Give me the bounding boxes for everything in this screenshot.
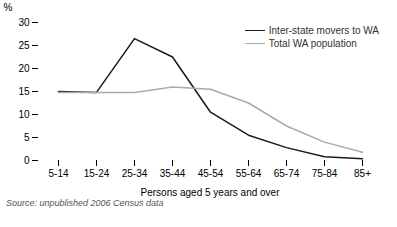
svg-text:25: 25 — [18, 40, 30, 51]
svg-text:15-24: 15-24 — [84, 168, 110, 179]
svg-text:25-34: 25-34 — [122, 168, 148, 179]
svg-text:75-84: 75-84 — [312, 168, 338, 179]
svg-text:55-64: 55-64 — [236, 168, 262, 179]
svg-text:0: 0 — [24, 155, 30, 166]
svg-text:85+: 85+ — [354, 168, 371, 179]
svg-text:15: 15 — [18, 86, 30, 97]
svg-text:%: % — [4, 2, 13, 13]
svg-text:20: 20 — [18, 63, 30, 74]
svg-text:10: 10 — [18, 109, 30, 120]
html-text:Source: unpublished 2006 Censu: Source: unpublished 2006 Census data — [6, 198, 164, 208]
svg-text:65-74: 65-74 — [274, 168, 300, 179]
svg-text:30: 30 — [18, 17, 30, 28]
html-text:Total WA population: Total WA population — [268, 38, 357, 49]
svg-text:Persons aged 5 years and over: Persons aged 5 years and over — [141, 187, 281, 198]
svg-text:5: 5 — [24, 132, 30, 143]
svg-text:35-44: 35-44 — [160, 168, 186, 179]
svg-text:45-54: 45-54 — [198, 168, 224, 179]
html-text:Inter-state movers to WA: Inter-state movers to WA — [268, 25, 379, 36]
svg-text:5-14: 5-14 — [48, 168, 68, 179]
